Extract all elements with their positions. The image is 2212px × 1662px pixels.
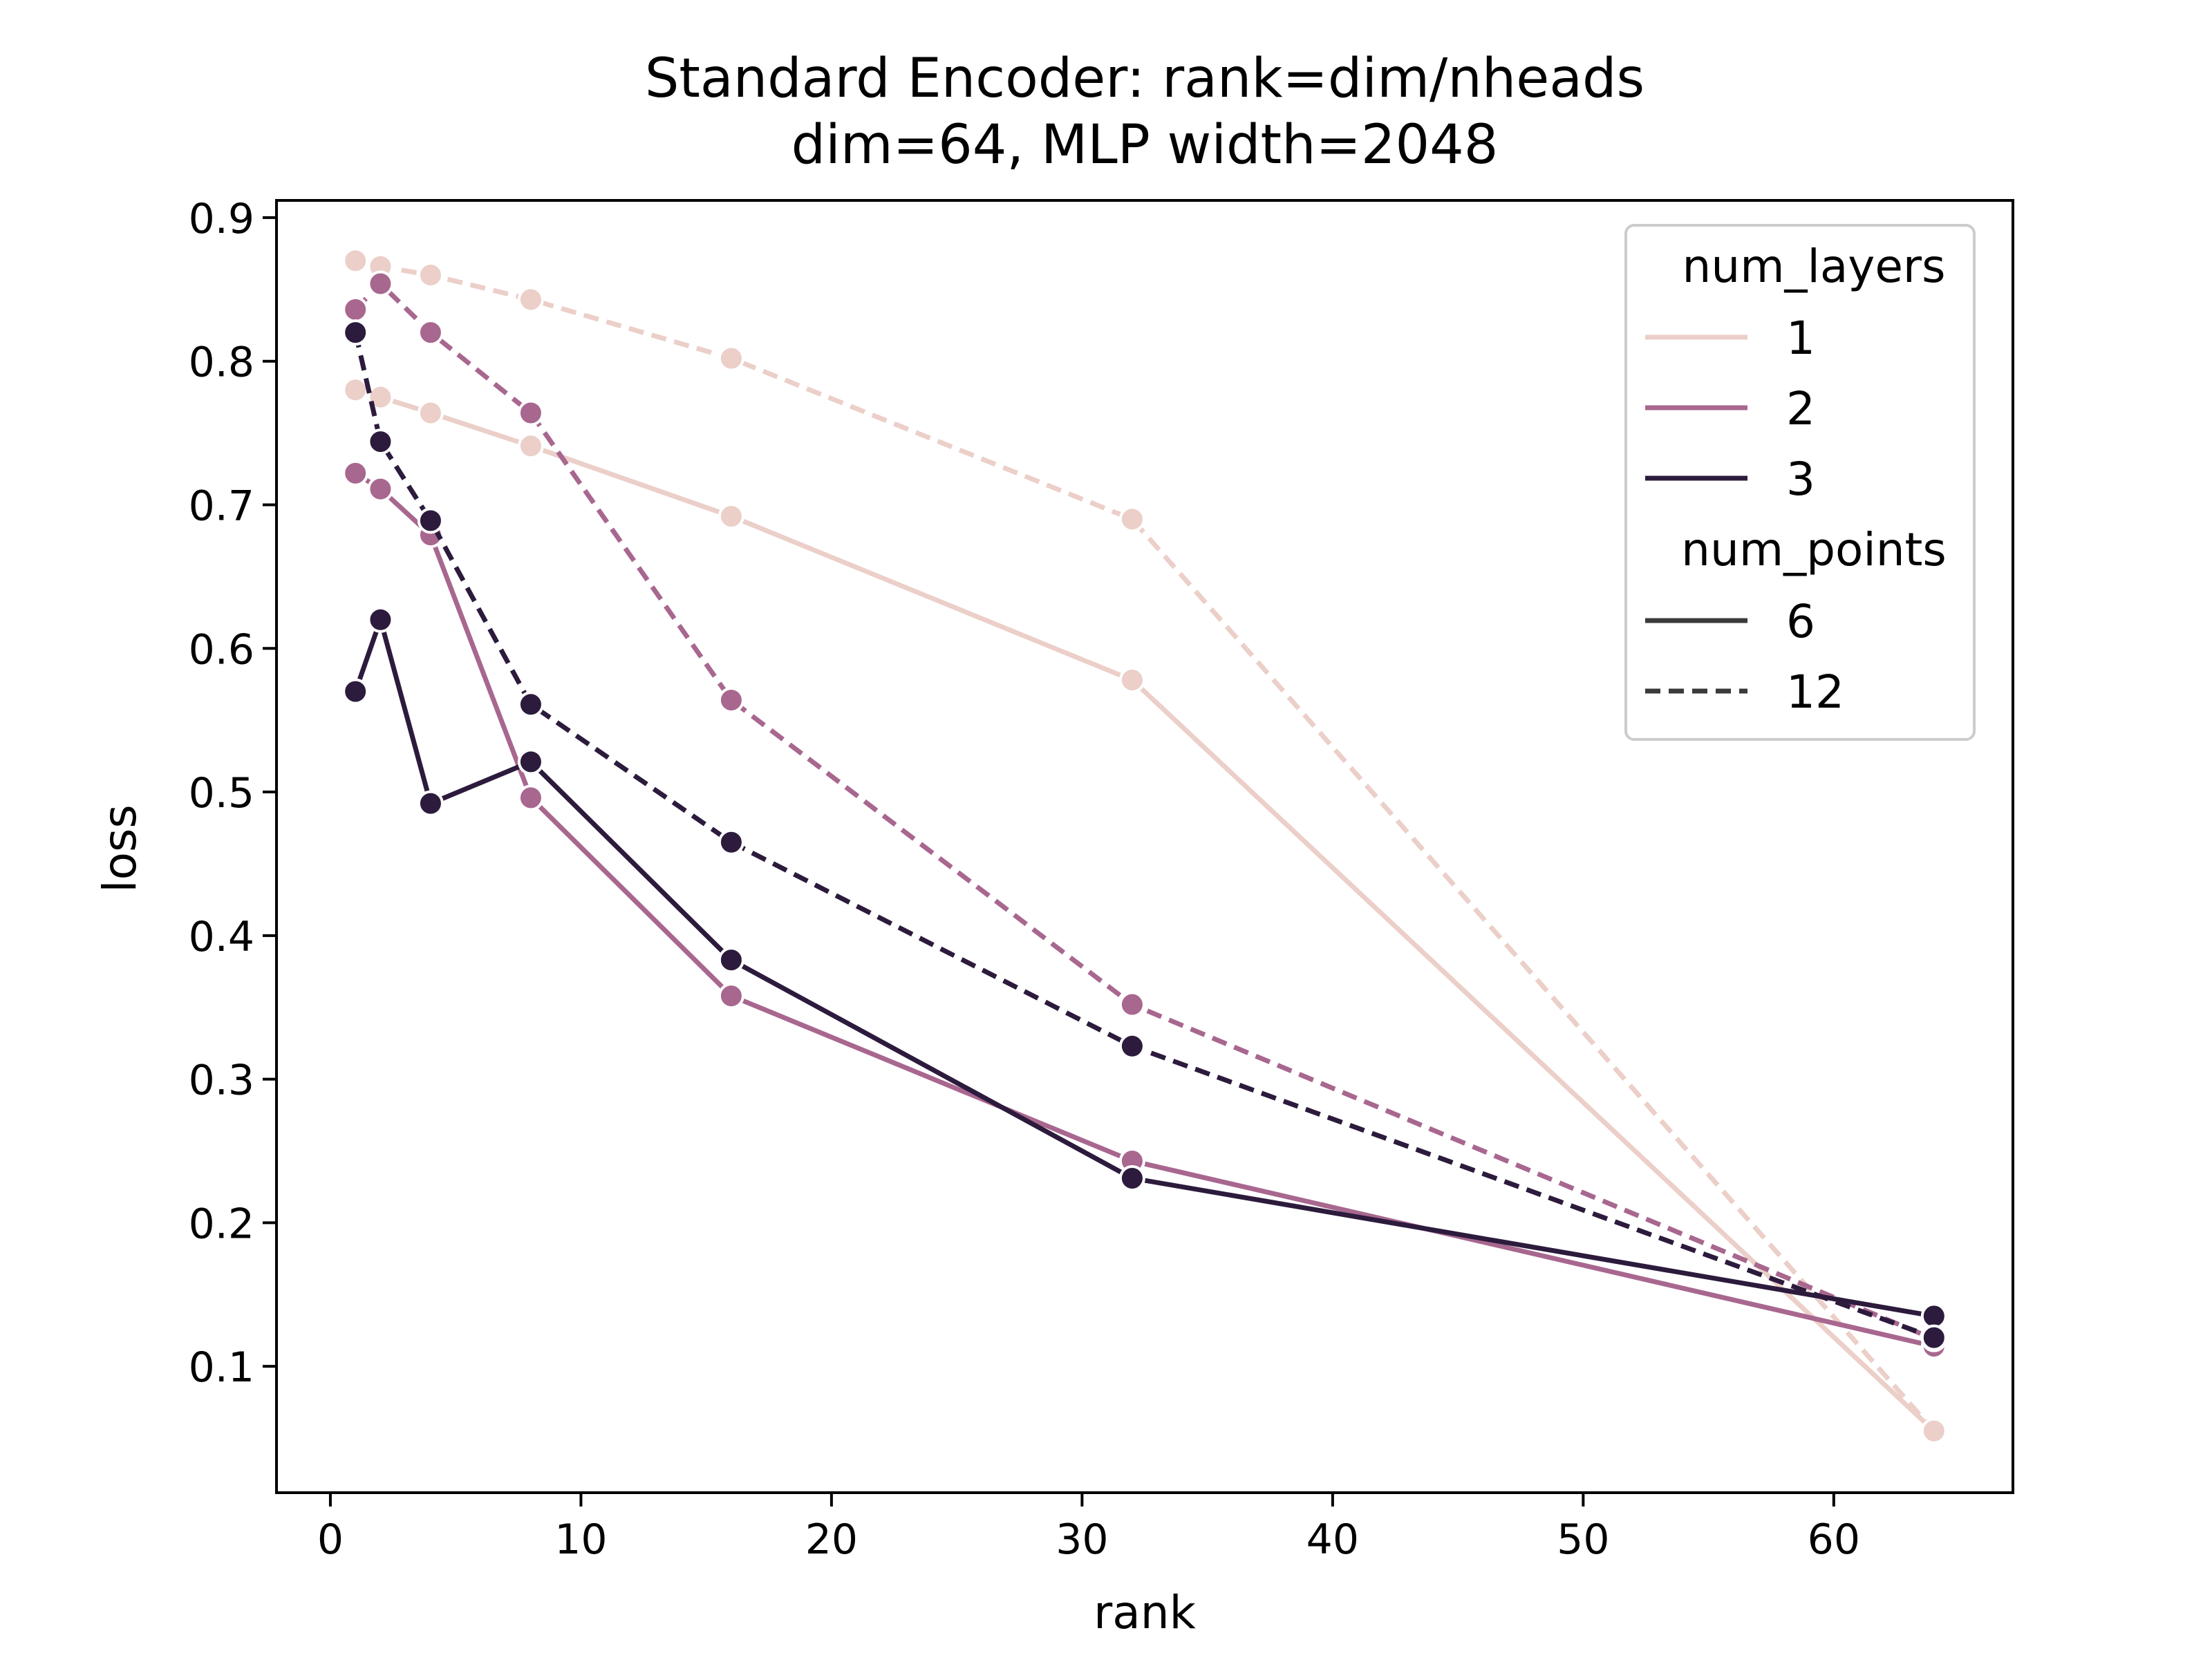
- data-point: [367, 384, 394, 410]
- legend-hue-entries: 1 2 3: [1645, 312, 1815, 506]
- legend-label: 1: [1786, 312, 1815, 365]
- data-point: [718, 687, 744, 714]
- data-point: [517, 784, 544, 811]
- y-tick-label: 0.9: [189, 195, 254, 243]
- data-point: [718, 947, 744, 974]
- data-point: [342, 678, 369, 705]
- data-point: [1118, 666, 1145, 693]
- data-point: [367, 428, 394, 455]
- x-tick-label: 30: [1056, 1515, 1108, 1564]
- y-tick-label: 0.3: [189, 1057, 254, 1105]
- data-point: [1118, 1164, 1145, 1191]
- chart-title: Standard Encoder: rank=dim/nheads: [645, 48, 1644, 110]
- x-tick-label: 20: [805, 1515, 858, 1564]
- x-tick-label: 60: [1808, 1515, 1860, 1564]
- data-point: [718, 983, 744, 1010]
- legend-hue-title: num_layers: [1683, 240, 1946, 293]
- legend-label: 2: [1786, 382, 1815, 435]
- data-point: [517, 433, 544, 460]
- legend-label: 12: [1786, 665, 1844, 719]
- data-point: [718, 345, 744, 372]
- data-point: [417, 399, 444, 426]
- data-point: [1920, 1417, 1947, 1444]
- y-tick-label: 0.1: [189, 1343, 254, 1392]
- data-point: [718, 829, 744, 856]
- legend-label: 3: [1786, 453, 1815, 506]
- data-point: [1118, 1032, 1145, 1059]
- y-axis-label: loss: [93, 804, 147, 893]
- data-point: [367, 475, 394, 502]
- data-point: [517, 691, 544, 718]
- y-tick-label: 0.2: [189, 1200, 254, 1248]
- data-point: [517, 286, 544, 313]
- data-point: [417, 319, 444, 346]
- legend: num_layers 123 num_points 612: [1624, 224, 1976, 741]
- legend-style-title: num_points: [1681, 523, 1947, 576]
- legend-style-entries: 612: [1645, 595, 1844, 719]
- data-point: [1118, 506, 1145, 533]
- data-point: [517, 399, 544, 426]
- data-point: [342, 377, 369, 404]
- data-point: [417, 790, 444, 817]
- x-axis: 0 10 20 30 40 50 60: [317, 1493, 1860, 1564]
- data-point: [367, 606, 394, 633]
- x-tick-label: 40: [1306, 1515, 1359, 1564]
- y-tick-label: 0.6: [189, 625, 254, 674]
- y-tick-label: 0.5: [189, 769, 254, 818]
- data-point: [517, 748, 544, 775]
- y-axis: 0.1 0.2 0.3 0.4 0.5 0.6 0.7 0.8 0.9: [189, 195, 276, 1392]
- x-tick-label: 10: [554, 1515, 607, 1564]
- y-tick-label: 0.4: [189, 913, 254, 961]
- data-point: [718, 503, 744, 530]
- data-point: [1920, 1303, 1947, 1330]
- data-point: [1920, 1324, 1947, 1351]
- data-point: [342, 296, 369, 323]
- data-point: [417, 507, 444, 534]
- data-point: [417, 262, 444, 289]
- data-point: [342, 319, 369, 346]
- plot-area: [275, 199, 2014, 1494]
- chart-subtitle: dim=64, MLP width=2048: [791, 114, 1499, 176]
- legend-label: 6: [1786, 595, 1815, 648]
- x-axis-label: rank: [1094, 1586, 1196, 1639]
- data-point: [1118, 991, 1145, 1018]
- x-tick-label: 0: [317, 1515, 344, 1564]
- y-tick-label: 0.8: [189, 339, 254, 387]
- legend-box: [1624, 224, 1976, 741]
- axes-frame: [275, 199, 2014, 1494]
- x-tick-label: 50: [1557, 1515, 1609, 1564]
- data-point: [342, 247, 369, 274]
- data-point: [342, 460, 369, 487]
- y-tick-label: 0.7: [189, 482, 254, 530]
- data-point: [367, 270, 394, 297]
